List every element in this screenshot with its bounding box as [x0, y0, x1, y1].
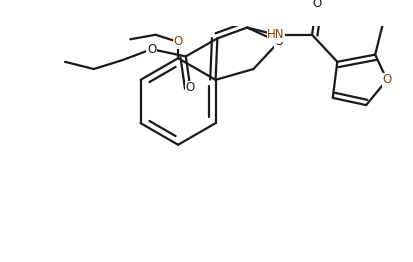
Text: S: S — [275, 35, 282, 48]
Text: HN: HN — [267, 28, 285, 41]
Text: O: O — [186, 81, 195, 95]
Text: O: O — [382, 73, 392, 86]
Text: O: O — [312, 0, 321, 10]
Text: O: O — [173, 35, 183, 48]
Text: O: O — [147, 43, 156, 56]
